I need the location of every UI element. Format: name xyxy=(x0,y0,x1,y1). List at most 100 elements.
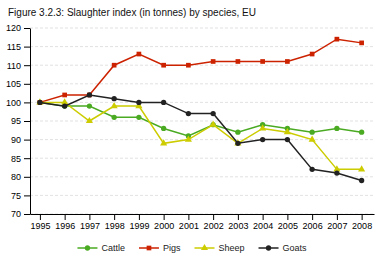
x-tick-mark xyxy=(287,214,288,220)
legend: CattlePigsSheepGoats xyxy=(77,243,307,253)
y-tick-label: 110 xyxy=(7,61,21,71)
legend-label: Sheep xyxy=(218,243,244,253)
legend-item: Pigs xyxy=(139,243,181,253)
x-tick-label: 1998 xyxy=(105,221,125,231)
legend-marker xyxy=(266,245,271,250)
grid-line xyxy=(30,176,374,177)
point-marker xyxy=(210,111,215,116)
x-tick-mark xyxy=(337,214,338,220)
y-tick-label: 100 xyxy=(6,98,21,108)
point-marker xyxy=(359,130,364,135)
y-tick-label: 115 xyxy=(7,42,21,52)
point-marker xyxy=(62,93,67,98)
series-line xyxy=(40,95,362,181)
point-marker xyxy=(236,59,241,64)
x-tick-label: 1997 xyxy=(80,221,100,231)
point-marker xyxy=(186,63,191,68)
title: Figure 3.2.3: Slaughter index (in tonnes… xyxy=(8,7,256,18)
point-marker xyxy=(37,100,42,105)
x-tick-label: 1999 xyxy=(129,221,149,231)
x-tick-mark xyxy=(312,214,313,220)
x-tick-mark xyxy=(213,214,214,220)
point-marker xyxy=(185,135,192,141)
x-tick-label: 2007 xyxy=(327,221,347,231)
point-marker xyxy=(285,59,290,64)
x-axis-line xyxy=(31,214,375,215)
point-marker xyxy=(137,52,142,57)
x-tick-mark xyxy=(188,214,189,220)
y-tick: 75 xyxy=(11,191,30,201)
x-tick: 2003 xyxy=(228,214,248,231)
point-marker xyxy=(160,139,167,145)
y-tick-label: 120 xyxy=(6,23,21,33)
y-tick-mark xyxy=(24,121,30,122)
point-marker xyxy=(111,96,116,101)
y-tick-mark xyxy=(24,47,30,48)
x-tick-mark xyxy=(238,214,239,220)
x-tick: 2006 xyxy=(303,214,323,231)
grid-line xyxy=(30,102,374,103)
x-tick-label: 2004 xyxy=(253,221,273,231)
y-tick: 100 xyxy=(6,98,30,108)
x-tick: 1996 xyxy=(55,214,75,231)
series-line xyxy=(40,102,362,135)
y-tick: 115 xyxy=(7,42,30,52)
grid-line xyxy=(30,83,374,84)
y-tick-mark xyxy=(24,177,30,178)
y-tick-mark xyxy=(24,28,30,29)
y-tick: 120 xyxy=(6,23,30,33)
point-marker xyxy=(210,121,217,127)
series-line xyxy=(40,102,362,169)
y-tick-mark xyxy=(24,195,30,196)
y-tick: 105 xyxy=(6,79,30,89)
y-tick: 85 xyxy=(11,154,30,164)
grid-line xyxy=(30,46,374,47)
x-tick-label: 2002 xyxy=(204,221,224,231)
y-tick-mark xyxy=(24,214,30,215)
y-tick: 70 xyxy=(11,209,30,219)
grid-line xyxy=(30,195,374,196)
point-marker xyxy=(136,115,141,120)
x-tick: 1997 xyxy=(80,214,100,231)
y-tick-label: 95 xyxy=(11,116,21,126)
x-tick-label: 2003 xyxy=(228,221,248,231)
legend-label: Cattle xyxy=(101,243,125,253)
y-tick-label: 75 xyxy=(11,191,21,201)
y-tick-label: 90 xyxy=(11,135,21,145)
point-marker xyxy=(285,137,290,142)
x-tick-mark xyxy=(40,214,41,220)
x-tick-mark xyxy=(65,214,66,220)
point-marker xyxy=(211,59,216,64)
grid-line xyxy=(30,214,374,215)
point-marker xyxy=(309,167,314,172)
point-marker xyxy=(358,165,365,171)
point-marker xyxy=(161,100,166,105)
x-axis: 1995199619971998199920002001200220032004… xyxy=(30,214,374,231)
point-marker xyxy=(284,128,291,134)
y-tick-label: 70 xyxy=(11,209,21,219)
y-axis-line xyxy=(30,29,31,215)
y-tick: 80 xyxy=(11,172,30,182)
legend-marker xyxy=(201,244,208,250)
legend-item: Sheep xyxy=(194,243,244,253)
x-tick: 2004 xyxy=(253,214,273,231)
point-marker xyxy=(87,103,92,108)
point-marker xyxy=(310,52,315,57)
point-marker xyxy=(87,92,92,97)
point-marker xyxy=(161,63,166,68)
x-tick: 1995 xyxy=(30,214,50,231)
point-marker xyxy=(112,63,117,68)
point-marker xyxy=(259,124,266,130)
y-tick: 110 xyxy=(7,61,30,71)
x-tick-label: 2001 xyxy=(179,221,199,231)
point-marker xyxy=(359,41,364,46)
grid-line xyxy=(30,65,374,66)
legend-item: Cattle xyxy=(77,243,125,253)
chart: Figure 3.2.3: Slaughter index (in tonnes… xyxy=(0,0,384,260)
point-marker xyxy=(260,137,265,142)
y-tick: 90 xyxy=(11,135,30,145)
x-tick: 2002 xyxy=(204,214,224,231)
y-tick: 95 xyxy=(11,116,30,126)
x-tick-mark xyxy=(139,214,140,220)
legend-marker xyxy=(85,245,90,250)
